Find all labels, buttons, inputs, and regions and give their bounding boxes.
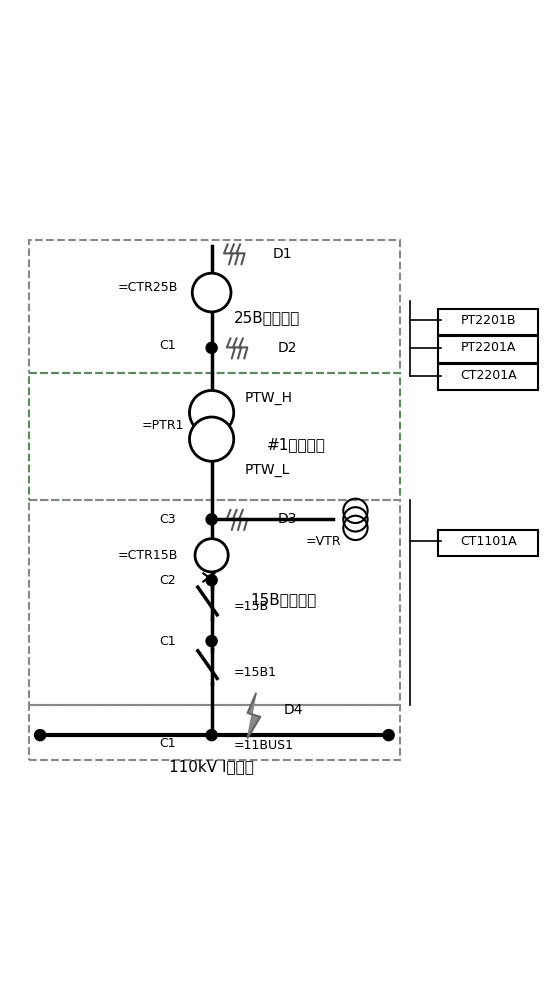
Text: 110kV I母间隔: 110kV I母间隔	[169, 759, 254, 774]
Text: =VTR: =VTR	[306, 535, 341, 548]
Text: PTW_H: PTW_H	[245, 391, 293, 405]
Circle shape	[206, 730, 217, 741]
Text: C2: C2	[159, 574, 176, 587]
Text: #1主变间隔: #1主变间隔	[267, 437, 326, 452]
Circle shape	[192, 273, 231, 312]
Text: PT2201B: PT2201B	[460, 314, 516, 327]
Text: D1: D1	[272, 247, 292, 261]
Text: PT2201A: PT2201A	[460, 341, 516, 354]
Text: C1: C1	[159, 339, 176, 352]
Circle shape	[190, 390, 234, 435]
Text: D4: D4	[284, 703, 303, 717]
Text: D2: D2	[278, 341, 297, 355]
Text: CT2201A: CT2201A	[460, 369, 517, 382]
Text: =CTR15B: =CTR15B	[118, 549, 178, 562]
Text: C3: C3	[159, 513, 176, 526]
Text: =11BUS1: =11BUS1	[234, 739, 294, 752]
Text: D3: D3	[278, 512, 297, 526]
Circle shape	[383, 730, 394, 741]
Circle shape	[190, 417, 234, 461]
FancyBboxPatch shape	[439, 309, 538, 335]
Text: C1: C1	[159, 737, 176, 750]
Text: C1: C1	[159, 635, 176, 648]
Text: 15B开关间隔: 15B开关间隔	[250, 592, 316, 607]
FancyBboxPatch shape	[439, 530, 538, 556]
Text: =15B: =15B	[234, 600, 269, 613]
Text: =15B1: =15B1	[234, 666, 277, 679]
Text: 25B开关间隔: 25B开关间隔	[234, 310, 300, 325]
FancyBboxPatch shape	[439, 336, 538, 363]
Polygon shape	[247, 694, 260, 738]
Circle shape	[195, 539, 228, 572]
Circle shape	[206, 342, 217, 353]
Text: =CTR25B: =CTR25B	[118, 281, 178, 294]
FancyBboxPatch shape	[439, 364, 538, 390]
Circle shape	[206, 636, 217, 647]
Circle shape	[34, 730, 46, 741]
Circle shape	[206, 575, 217, 586]
Text: CT1101A: CT1101A	[460, 535, 517, 548]
Text: =PTR1: =PTR1	[141, 419, 184, 432]
Circle shape	[206, 514, 217, 525]
Text: PTW_L: PTW_L	[245, 463, 290, 477]
